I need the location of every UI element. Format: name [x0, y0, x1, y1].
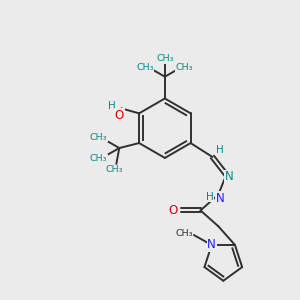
Text: H: H [216, 145, 224, 155]
Text: N: N [207, 238, 216, 251]
Text: H: H [109, 101, 116, 111]
Text: CH₃: CH₃ [106, 165, 123, 174]
Text: N: N [225, 170, 234, 183]
Text: CH₃: CH₃ [136, 63, 154, 72]
Text: N: N [216, 192, 225, 205]
Text: O: O [168, 204, 177, 217]
Text: CH₃: CH₃ [175, 229, 193, 238]
Text: CH₃: CH₃ [176, 63, 194, 72]
Text: CH₃: CH₃ [90, 133, 107, 142]
Text: H: H [206, 192, 213, 202]
Text: CH₃: CH₃ [156, 54, 174, 63]
Text: O: O [115, 109, 124, 122]
Text: CH₃: CH₃ [90, 154, 107, 164]
